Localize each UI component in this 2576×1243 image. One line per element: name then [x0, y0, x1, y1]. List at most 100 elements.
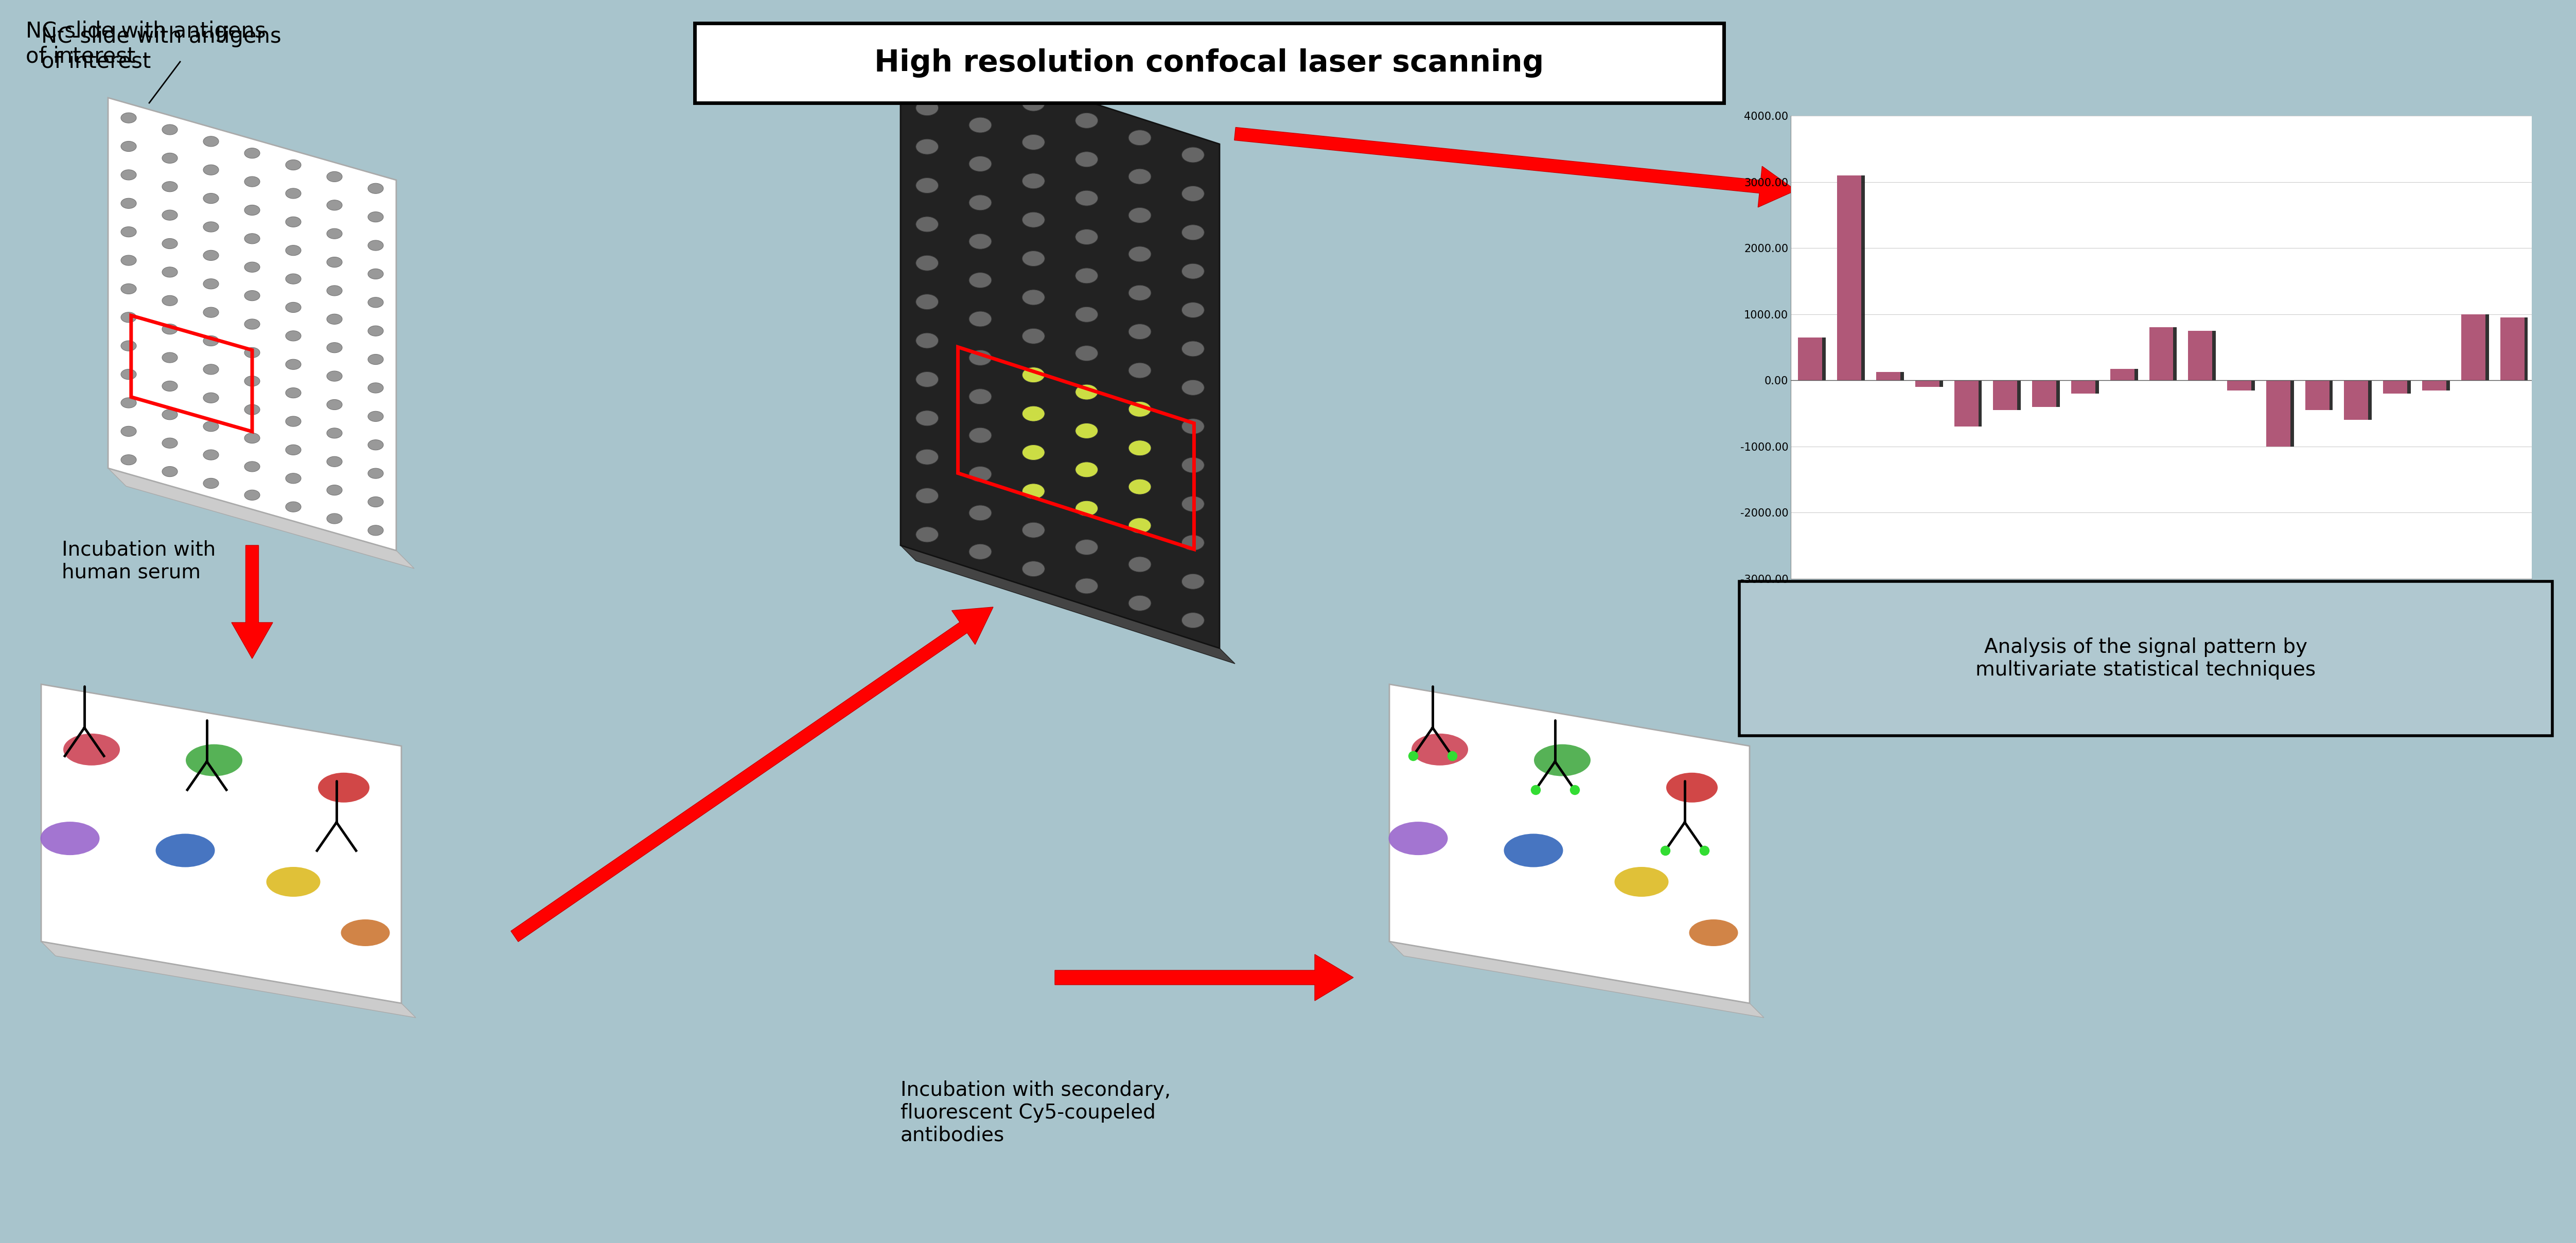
Ellipse shape — [969, 351, 992, 365]
Bar — [2347, 380, 2372, 420]
Ellipse shape — [1128, 208, 1151, 222]
FancyBboxPatch shape — [1739, 582, 2553, 736]
Polygon shape — [902, 41, 1218, 649]
Polygon shape — [41, 684, 402, 1003]
Ellipse shape — [162, 210, 178, 220]
Ellipse shape — [917, 101, 938, 116]
Ellipse shape — [162, 124, 178, 134]
Ellipse shape — [969, 157, 992, 172]
Ellipse shape — [1074, 578, 1097, 594]
Bar — [2110, 369, 2136, 380]
Bar — [1837, 175, 1862, 380]
Ellipse shape — [204, 364, 219, 374]
Polygon shape — [108, 469, 415, 568]
Bar — [2187, 331, 2213, 380]
Ellipse shape — [1182, 534, 1206, 551]
Ellipse shape — [969, 466, 992, 482]
Bar — [2344, 380, 2367, 420]
Ellipse shape — [368, 497, 384, 507]
Bar — [2421, 380, 2447, 390]
Polygon shape — [41, 941, 415, 1018]
Ellipse shape — [204, 250, 219, 261]
Ellipse shape — [121, 142, 137, 152]
Bar — [2192, 331, 2215, 380]
Ellipse shape — [1023, 96, 1046, 111]
Ellipse shape — [1128, 131, 1151, 145]
Ellipse shape — [1023, 561, 1046, 577]
Ellipse shape — [185, 745, 242, 776]
Ellipse shape — [1182, 496, 1206, 512]
Ellipse shape — [245, 291, 260, 301]
Bar — [2427, 380, 2450, 390]
Ellipse shape — [368, 268, 384, 280]
Ellipse shape — [286, 388, 301, 398]
Ellipse shape — [969, 117, 992, 133]
Ellipse shape — [917, 410, 938, 426]
Ellipse shape — [41, 822, 100, 855]
Ellipse shape — [969, 311, 992, 327]
Ellipse shape — [327, 485, 343, 495]
Ellipse shape — [1074, 229, 1097, 245]
Ellipse shape — [204, 193, 219, 204]
Ellipse shape — [121, 198, 137, 209]
Ellipse shape — [245, 262, 260, 272]
Ellipse shape — [368, 440, 384, 450]
Ellipse shape — [368, 240, 384, 251]
Ellipse shape — [121, 398, 137, 408]
Ellipse shape — [265, 866, 319, 896]
Ellipse shape — [1074, 539, 1097, 554]
Ellipse shape — [969, 505, 992, 521]
Ellipse shape — [162, 324, 178, 334]
Ellipse shape — [245, 148, 260, 158]
Bar — [2228, 380, 2251, 390]
Ellipse shape — [121, 170, 137, 180]
Ellipse shape — [286, 302, 301, 312]
Ellipse shape — [1128, 401, 1151, 416]
FancyArrow shape — [1056, 955, 1352, 1001]
Bar — [2035, 380, 2061, 406]
Ellipse shape — [245, 205, 260, 215]
FancyBboxPatch shape — [696, 24, 1723, 103]
Ellipse shape — [204, 393, 219, 403]
Ellipse shape — [204, 165, 219, 175]
Ellipse shape — [1533, 745, 1589, 776]
Text: Analysis of the signal pattern by
multivariate statistical techniques: Analysis of the signal pattern by multiv… — [1976, 638, 2316, 680]
Ellipse shape — [1128, 246, 1151, 262]
Ellipse shape — [917, 61, 938, 77]
Ellipse shape — [1128, 595, 1151, 610]
Bar — [2074, 380, 2099, 394]
Ellipse shape — [969, 389, 992, 404]
Polygon shape — [1388, 684, 1749, 1003]
Ellipse shape — [1074, 423, 1097, 439]
Polygon shape — [108, 98, 397, 551]
Ellipse shape — [1128, 440, 1151, 456]
Ellipse shape — [286, 416, 301, 426]
Ellipse shape — [1074, 501, 1097, 516]
Ellipse shape — [917, 488, 938, 503]
Ellipse shape — [286, 474, 301, 484]
Ellipse shape — [368, 411, 384, 421]
Bar — [2465, 314, 2488, 380]
Ellipse shape — [1074, 462, 1097, 477]
Ellipse shape — [121, 113, 137, 123]
Ellipse shape — [286, 445, 301, 455]
Ellipse shape — [917, 255, 938, 271]
Text: High resolution confocal laser scanning: High resolution confocal laser scanning — [873, 48, 1543, 77]
Ellipse shape — [1023, 290, 1046, 305]
Ellipse shape — [1412, 733, 1468, 766]
Ellipse shape — [121, 283, 137, 295]
Ellipse shape — [1667, 773, 1718, 803]
Ellipse shape — [162, 466, 178, 477]
Bar — [2115, 369, 2138, 380]
Ellipse shape — [245, 375, 260, 387]
Ellipse shape — [121, 341, 137, 351]
Ellipse shape — [327, 314, 343, 324]
Ellipse shape — [327, 229, 343, 239]
Ellipse shape — [162, 353, 178, 363]
Bar — [1875, 372, 1901, 380]
Bar — [2308, 380, 2334, 410]
Ellipse shape — [162, 181, 178, 191]
Ellipse shape — [1182, 147, 1206, 163]
Ellipse shape — [1182, 457, 1206, 472]
Bar — [1798, 337, 1821, 380]
